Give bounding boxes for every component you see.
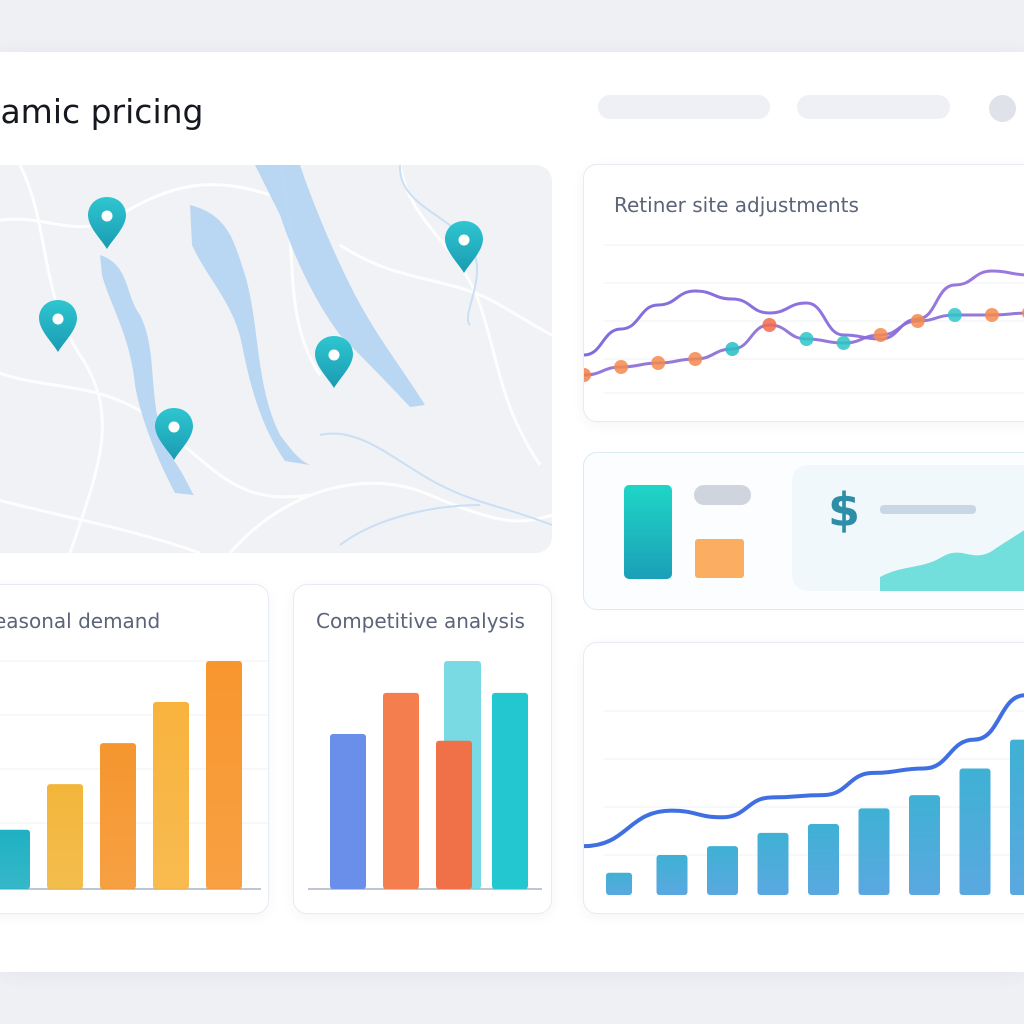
bar bbox=[707, 846, 738, 895]
map-marker-icon[interactable] bbox=[88, 197, 126, 249]
competitive-card[interactable]: Competitive analysis bbox=[293, 584, 552, 914]
data-point bbox=[947, 308, 962, 322]
seasonal-card[interactable]: easonal demand bbox=[0, 584, 269, 914]
map-markers[interactable] bbox=[0, 165, 552, 553]
data-point bbox=[584, 368, 591, 382]
map-svg[interactable] bbox=[0, 165, 552, 553]
bar bbox=[436, 740, 472, 889]
bar bbox=[858, 808, 890, 895]
bar bbox=[153, 702, 189, 889]
map-marker-icon[interactable] bbox=[39, 300, 77, 352]
data-point bbox=[984, 308, 999, 322]
growth-combo-chart[interactable] bbox=[584, 643, 1024, 913]
kpi-gray-pill bbox=[694, 485, 751, 505]
header-search-pill[interactable] bbox=[797, 95, 950, 119]
series-line bbox=[584, 269, 1024, 357]
kpi-orange-block bbox=[695, 539, 744, 578]
competitive-bar-chart[interactable] bbox=[294, 585, 551, 913]
data-point bbox=[725, 342, 740, 356]
bar bbox=[606, 872, 632, 895]
seasonal-title: easonal demand bbox=[0, 609, 161, 633]
bar bbox=[1010, 739, 1024, 895]
data-point bbox=[799, 332, 814, 346]
trend-line bbox=[584, 693, 1024, 849]
bar bbox=[757, 832, 789, 895]
avatar[interactable] bbox=[989, 95, 1016, 122]
header-filter-pill[interactable] bbox=[598, 95, 770, 119]
map-marker-icon[interactable] bbox=[445, 221, 483, 273]
bar bbox=[330, 733, 366, 889]
kpi-teal-block bbox=[624, 485, 672, 579]
bar bbox=[100, 743, 136, 889]
data-point bbox=[651, 356, 666, 370]
kpi-card[interactable]: $ bbox=[583, 452, 1024, 610]
bar bbox=[47, 784, 83, 889]
bar bbox=[808, 823, 839, 895]
growth-card[interactable] bbox=[583, 642, 1024, 914]
data-point bbox=[762, 318, 777, 332]
data-point bbox=[910, 314, 925, 328]
retiner-card[interactable]: Retiner site adjustments bbox=[583, 164, 1024, 422]
dollar-icon: $ bbox=[828, 483, 861, 537]
map-card[interactable] bbox=[0, 165, 552, 553]
page-title: ynamic pricing bbox=[0, 92, 204, 131]
data-point bbox=[688, 352, 703, 366]
data-point bbox=[836, 336, 851, 350]
kpi-price-tile[interactable]: $ bbox=[792, 465, 1024, 591]
retiner-line-chart[interactable] bbox=[584, 165, 1024, 421]
seasonal-bar-chart[interactable] bbox=[0, 585, 268, 913]
bar bbox=[656, 855, 688, 895]
map-marker-icon[interactable] bbox=[315, 336, 353, 388]
map-marker-icon[interactable] bbox=[155, 408, 193, 460]
kpi-bars bbox=[624, 485, 751, 579]
retiner-title: Retiner site adjustments bbox=[614, 193, 859, 217]
competitive-title: Competitive analysis bbox=[316, 609, 525, 633]
bar bbox=[0, 829, 30, 889]
data-point bbox=[873, 328, 888, 342]
kpi-sparkline bbox=[880, 505, 1024, 591]
bar bbox=[206, 661, 242, 889]
bar bbox=[959, 768, 991, 895]
bar bbox=[492, 692, 528, 889]
bar bbox=[909, 795, 940, 895]
data-point bbox=[614, 360, 629, 374]
bar bbox=[383, 692, 419, 889]
